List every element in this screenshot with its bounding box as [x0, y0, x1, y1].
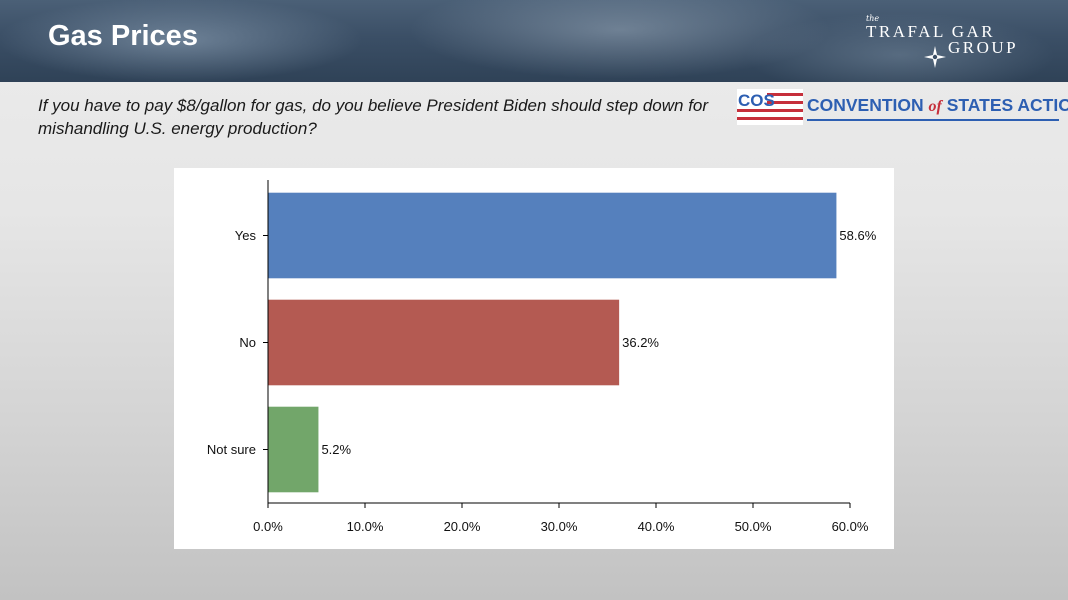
logo-line2-text: GROUP — [948, 38, 1019, 57]
bar-no — [268, 299, 620, 386]
logo-line1-text: TRAFAL GAR — [866, 22, 996, 41]
data-label: 58.6% — [839, 228, 876, 243]
cos-name-of: of — [928, 98, 942, 115]
bar-not-sure — [268, 406, 319, 493]
category-label: No — [239, 335, 256, 350]
convention-of-states-logo: COS CONVENTION of STATES ACTION — [737, 87, 1068, 127]
cos-mark-text: COS — [738, 91, 775, 110]
x-tick-label: 30.0% — [541, 519, 578, 534]
bar-chart: Yes 58.6% No 36.2% Not sure 5.2% 0.0% 10.0% 20.0… — [207, 180, 877, 534]
header-band: Gas Prices the TRAFAL GAR GROUP — [0, 0, 1068, 82]
slide-title: Gas Prices — [48, 20, 198, 52]
data-label: 5.2% — [321, 442, 351, 457]
category-label: Not sure — [207, 442, 256, 457]
x-tick-label: 10.0% — [347, 519, 384, 534]
cos-name: CONVENTION of STATES ACTION — [807, 95, 1068, 116]
trafalgar-group-logo: the TRAFAL GAR GROUP — [862, 12, 1032, 70]
cos-flag-icon: COS — [737, 89, 803, 125]
cos-name-part1: CONVENTION — [807, 95, 929, 115]
x-tick-label: 40.0% — [638, 519, 675, 534]
data-label: 36.2% — [622, 335, 659, 350]
x-tick-label: 50.0% — [735, 519, 772, 534]
survey-question: If you have to pay $8/gallon for gas, do… — [38, 96, 709, 138]
x-tick-label: 20.0% — [444, 519, 481, 534]
x-tick-label: 0.0% — [253, 519, 283, 534]
logo-the-text: the — [866, 14, 880, 23]
cos-underline — [807, 119, 1059, 121]
bar-yes — [268, 192, 837, 279]
cos-name-part2: STATES ACTION — [946, 95, 1068, 115]
category-label: Yes — [235, 228, 257, 243]
x-tick-label: 60.0% — [832, 519, 869, 534]
chart-card: Yes 58.6% No 36.2% Not sure 5.2% 0.0% 10.0% 20.0… — [174, 168, 894, 549]
compass-icon — [924, 46, 946, 68]
